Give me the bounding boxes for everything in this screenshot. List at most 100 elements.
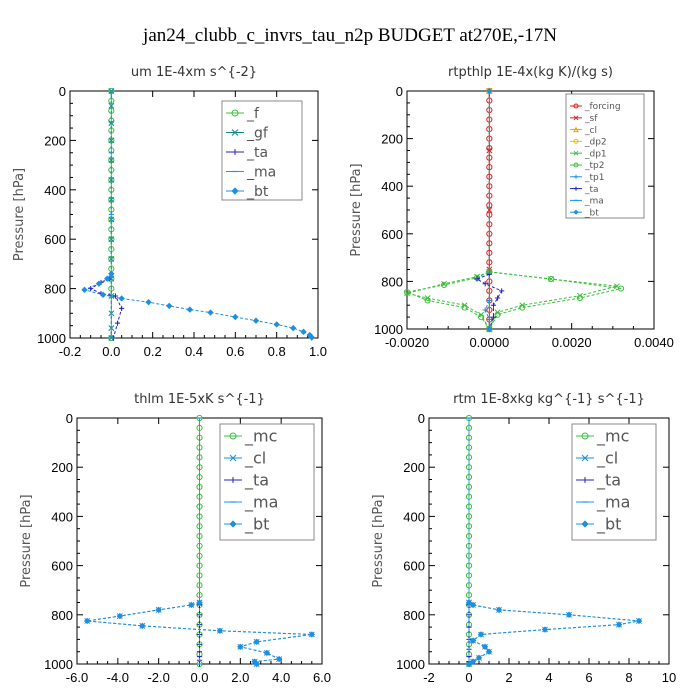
panel2-legend-box <box>565 93 645 219</box>
panel2-legend-label: _dp1 <box>584 149 607 159</box>
panel4-legend-label: _mc <box>596 427 629 447</box>
panel3-xtick-label: 4.0 <box>272 670 290 685</box>
panel2-data-point <box>486 164 493 171</box>
panel2-legend-marker <box>573 162 579 168</box>
panel1-data-point <box>114 320 121 326</box>
panel3-legend-marker <box>229 520 237 528</box>
panel3-data-point <box>116 612 124 620</box>
panel1-data-point <box>145 298 152 306</box>
panel4-legend: _mc_cl_ta_ma_bt <box>571 423 657 541</box>
panel2-data-point <box>486 249 493 256</box>
panel3-data-point <box>139 622 146 630</box>
panel1-title: um 1E-4xm s^{-2} <box>131 65 257 80</box>
panel2-legend-marker <box>574 186 578 191</box>
panel4-series-line <box>468 602 640 665</box>
panel4-ytick-label: 400 <box>403 509 425 524</box>
panel3-data-point <box>84 617 91 625</box>
panel1-xtick-label: 0.2 <box>144 344 162 359</box>
panel4-legend-label: _bt <box>596 515 621 535</box>
panel4-data-point <box>475 654 483 662</box>
panel2-data-point <box>486 154 493 161</box>
panel4-ytick-label: 0 <box>418 411 425 426</box>
panel1-legend-label: _ta <box>246 145 268 161</box>
panel2-ytick-label: 800 <box>381 274 403 289</box>
panel2-legend-label: _dp2 <box>584 138 607 148</box>
panel2-legend-marker <box>573 138 579 144</box>
panel2-data-point <box>424 297 431 304</box>
panel3-data-point <box>196 582 203 589</box>
panel4-data-point <box>615 621 623 628</box>
panel3-ytick-label: 200 <box>51 460 73 475</box>
panel2-data-point <box>490 314 497 320</box>
panel3-series-ma <box>196 417 203 665</box>
panel1-legend-marker <box>231 129 239 136</box>
panel1-legend-marker <box>232 149 238 155</box>
panel1-data-point <box>252 317 260 324</box>
panel4-xtick-label: 0 <box>465 670 472 685</box>
panel2-data-point <box>486 87 493 95</box>
panel1-data-point <box>95 280 103 287</box>
panel3-data-point <box>308 631 315 638</box>
panel2-data-point <box>478 314 485 321</box>
panel2-legend-label: _ma <box>584 197 604 207</box>
panel2-data-point <box>499 288 505 294</box>
panel1-series-line <box>82 273 313 338</box>
panel1-data-point <box>108 137 115 144</box>
panel2-legend-label: _forcing <box>584 102 621 112</box>
panel2-legend-marker <box>574 174 578 179</box>
panel3-data-point <box>253 638 260 646</box>
panel3-ytick-label: 800 <box>51 608 73 623</box>
panel1-data-point <box>108 102 115 109</box>
panel1-ytick-label: 200 <box>44 133 66 148</box>
panel2-legend-marker <box>573 209 579 215</box>
panel2-legend-label: _ta <box>584 185 599 195</box>
panel4-data-point <box>477 631 485 638</box>
panel4-legend-label: _cl <box>596 449 618 469</box>
panel2-data-point <box>482 307 488 313</box>
panel4-ytick-label: 600 <box>403 559 425 574</box>
panel2-legend: _forcing _sf _cl _dp2_dp1 _tp2 _tp1 _ta _ma_bt <box>565 93 645 219</box>
panel1-data-point <box>99 291 107 298</box>
panel2-data-point <box>519 304 526 311</box>
panel3-legend-label: _mc <box>244 427 277 447</box>
panel1-xtick-label: 1.0 <box>309 344 327 359</box>
panel1-data-point <box>81 286 88 294</box>
panel2-data-point <box>440 281 448 289</box>
panel4-xtick-label: 2 <box>505 670 512 685</box>
panel3-xtick-label: 6.0 <box>313 670 331 685</box>
panel2-series-line <box>484 300 490 329</box>
panel2-legend-label: _tp1 <box>584 173 604 183</box>
panel4-xtick-label: 4 <box>545 670 552 685</box>
panel2-title: rtpthlp 1E-4x(kg K)/(kg s) <box>448 65 613 80</box>
panel3-legend-box <box>219 423 315 541</box>
panel1-data-point <box>108 236 115 243</box>
panel1-data-point <box>119 305 125 311</box>
panel1-legend-marker <box>231 187 239 195</box>
panel4-data-point <box>635 617 643 625</box>
panel2-data-point <box>490 302 497 308</box>
panel2-legend-label: _sf <box>584 114 598 124</box>
panel1-data-point <box>108 157 115 164</box>
panel1-ylabel: Pressure [hPa] <box>12 168 27 261</box>
panel1-data-point <box>108 196 115 203</box>
panel3-data-point <box>196 592 203 599</box>
panel4-data-point <box>485 648 493 655</box>
panel4-legend-marker <box>581 520 589 528</box>
panel4-legend-label: _ma <box>596 493 630 513</box>
panel2-data-point <box>482 281 488 287</box>
panel1-data-point <box>104 275 111 282</box>
panel3-xtick-label: 0.0 <box>190 670 208 685</box>
panel4-data-point <box>469 601 477 609</box>
panel4-title: rtm 1E-8xkg kg^{-1} s^{-1} <box>453 392 645 407</box>
panel3-legend-label: _ta <box>244 471 269 491</box>
panel3-legend-marker <box>230 477 236 483</box>
panel4-xtick-label: 6 <box>585 670 592 685</box>
panel1-data-point <box>232 313 239 321</box>
panel1-data-point <box>300 328 307 336</box>
panel2-data-point <box>547 275 555 283</box>
panel2-data-point <box>494 295 501 301</box>
panel3-legend: _mc_cl_ta_ma_bt <box>219 423 315 541</box>
panel3-data-point <box>251 658 258 665</box>
panel2-legend-label: _bt <box>584 208 599 218</box>
panel2-xtick-label: -0.0020 <box>385 335 429 350</box>
